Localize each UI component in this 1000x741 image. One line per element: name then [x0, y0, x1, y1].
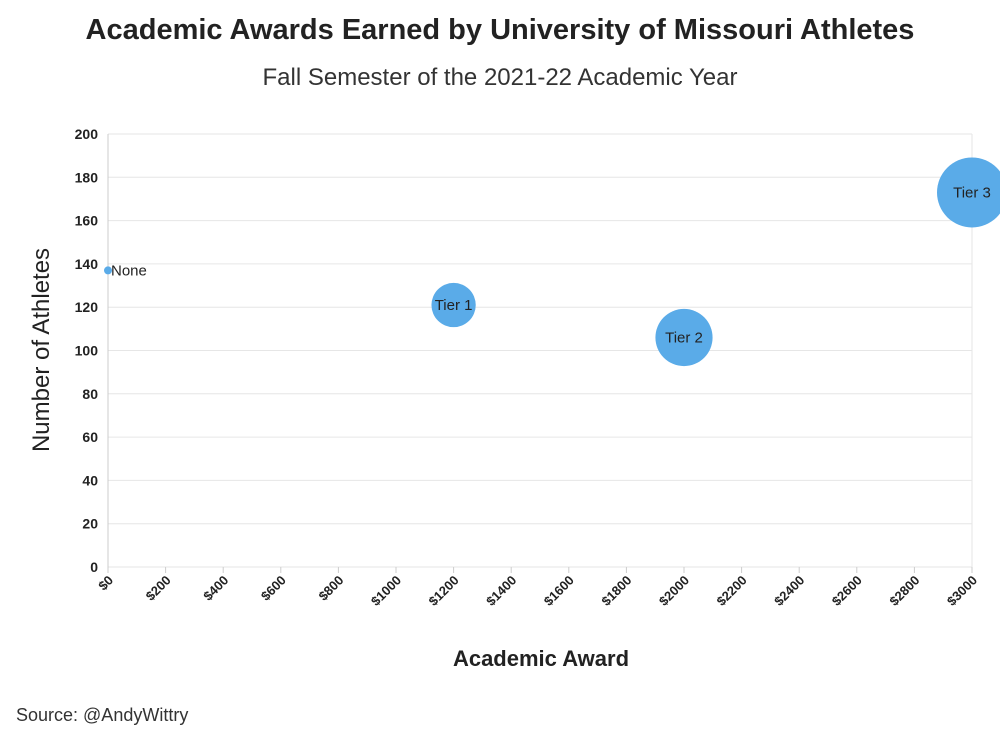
axes: 0 20 40 60 80 100 120 140 160 180 200 $0 $200 $400 $60…	[75, 126, 980, 609]
x-tick-label: $0	[95, 573, 116, 594]
bubbles: None Tier 1 Tier 2 Tier 3	[104, 157, 1000, 367]
x-tick-label: $400	[200, 573, 231, 604]
x-tick-label: $2400	[771, 573, 807, 609]
x-tick-label: $600	[258, 573, 289, 604]
bubble-label: Tier 3	[953, 184, 991, 201]
x-tick-label: $3000	[944, 573, 980, 609]
y-tick-label: 20	[82, 516, 98, 532]
x-tick-label: $1400	[483, 573, 519, 609]
x-tick-label: $2600	[829, 573, 865, 609]
grid-lines	[108, 133, 973, 568]
bubble-tier-1	[431, 282, 476, 328]
x-tick-label: $1000	[368, 573, 404, 609]
bubble-none	[104, 266, 112, 275]
bubble-label: Tier 1	[435, 297, 473, 314]
bubble-label: None	[111, 262, 147, 279]
x-tick-label: $1200	[426, 573, 462, 609]
x-tick-label: $2200	[714, 573, 750, 609]
source-credit: Source: @AndyWittry	[16, 705, 189, 725]
x-tick-label: $2000	[656, 573, 692, 609]
chart-subtitle: Fall Semester of the 2021-22 Academic Ye…	[262, 64, 738, 91]
x-axis-title: Academic Award	[453, 646, 629, 671]
y-tick-label: 40	[82, 472, 98, 488]
x-tick-label: $1600	[541, 573, 577, 609]
y-tick-label: 0	[90, 559, 98, 575]
y-tick-label: 180	[75, 169, 99, 185]
x-tick-label: $800	[315, 573, 346, 604]
bubble-tier-3	[937, 157, 1000, 228]
y-tick-label: 100	[75, 343, 99, 359]
y-tick-label: 200	[75, 126, 99, 142]
chart-title: Academic Awards Earned by University of …	[85, 14, 915, 46]
bubble-tier-2	[655, 308, 713, 367]
y-tick-label: 160	[75, 213, 99, 229]
bubble-label: Tier 2	[665, 330, 703, 347]
y-tick-label: 80	[82, 386, 98, 402]
y-axis-title: Number of Athletes	[28, 248, 55, 452]
x-tick-label: $2800	[886, 573, 922, 609]
y-tick-label: 120	[75, 299, 99, 315]
x-tick-label: $1800	[598, 573, 634, 609]
y-tick-label: 60	[82, 429, 98, 445]
y-tick-label: 140	[75, 256, 99, 272]
x-tick-label: $200	[143, 573, 174, 604]
